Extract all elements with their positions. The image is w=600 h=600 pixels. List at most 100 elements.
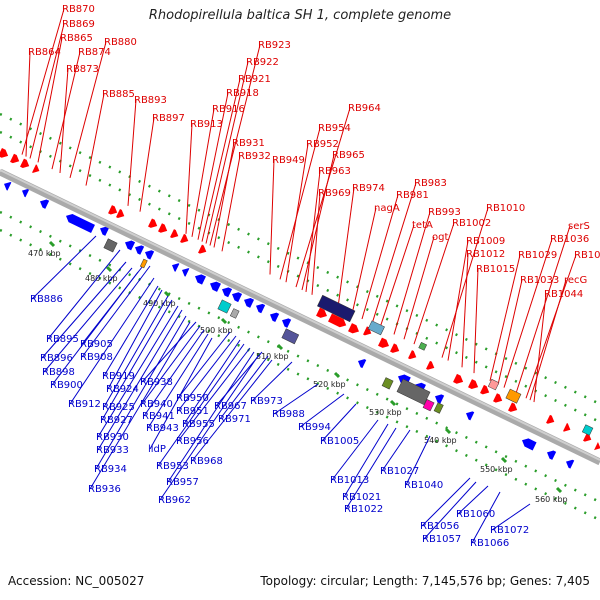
- leader-line: [273, 383, 319, 415]
- forward-gene-label: RB993: [428, 207, 461, 218]
- reverse-gene: [222, 287, 233, 298]
- forward-gene: [468, 379, 479, 389]
- leader-line: [441, 207, 489, 358]
- reverse-gene-label: RB1060: [456, 509, 495, 520]
- forward-gene: [180, 233, 189, 243]
- reverse-gene-label: RB940: [140, 399, 173, 410]
- reverse-gene-label: RB912: [68, 399, 101, 410]
- forward-gene-label: serS: [568, 221, 590, 232]
- scale-tick-label: 510 kbp: [256, 352, 289, 361]
- forward-gene-label: RB865: [60, 33, 93, 44]
- leader-line: [29, 23, 65, 159]
- reverse-gene: [172, 263, 180, 272]
- leader-line: [269, 159, 275, 275]
- leader-line: [251, 361, 293, 402]
- map-title: Rhodopirellula baltica SH 1, complete ge…: [148, 8, 452, 23]
- forward-gene-label: RB1029: [518, 250, 557, 261]
- reverse-gene: [232, 292, 243, 303]
- gene-labels-layer: RB870 RB869 RB865 RB864 RB874 RB873 RB880 RB885…: [28, 4, 600, 549]
- forward-gene-label: RB1044: [544, 289, 583, 300]
- leader-line: [191, 359, 273, 462]
- reverse-gene-label: RB1021: [342, 492, 381, 503]
- scale-tick-label: 540 kbp: [424, 436, 457, 445]
- feature-block: [418, 341, 428, 351]
- gene-tracks-layer: [0, 147, 600, 469]
- leader-line: [177, 331, 231, 399]
- leader-line: [157, 343, 245, 467]
- scale-tick-label: 560 kbp: [535, 495, 568, 504]
- scale-tick-label: 530 kbp: [369, 408, 402, 417]
- forward-gene: [348, 323, 360, 334]
- feature-block: [367, 320, 385, 336]
- reverse-gene-label: RB933: [96, 445, 129, 456]
- scale-tick-label: 550 kbp: [480, 465, 513, 474]
- accession-text: Accession: NC_005027: [8, 574, 145, 588]
- reverse-gene-label: RB941: [142, 411, 175, 422]
- reverse-gene-label: RB967: [214, 401, 247, 412]
- leader-line: [295, 107, 351, 288]
- reverse-gene-label: RB1066: [470, 538, 509, 549]
- reverse-gene-label: RB886: [30, 294, 63, 305]
- leader-line: [21, 8, 65, 155]
- leader-line: [107, 289, 163, 390]
- forward-gene-label: RB880: [104, 37, 137, 48]
- forward-gene: [378, 337, 390, 348]
- reverse-gene-label: RB951: [176, 406, 209, 417]
- forward-gene: [328, 313, 347, 328]
- reverse-gene-label: RB927: [100, 415, 133, 426]
- leader-line: [533, 293, 547, 403]
- leader-line: [343, 423, 389, 498]
- leader-line: [41, 261, 127, 359]
- reverse-gene-label: RB962: [158, 495, 191, 506]
- forward-gene-label: tetA: [412, 220, 433, 231]
- leader-line: [89, 321, 191, 490]
- reverse-gene: [210, 281, 221, 292]
- leader-line: [471, 491, 501, 544]
- reverse-gene-label: lldP: [148, 444, 166, 455]
- forward-gene: [10, 153, 20, 164]
- forward-gene: [493, 393, 503, 403]
- forward-gene: [563, 423, 571, 432]
- leader-lines-layer: [21, 8, 577, 544]
- feature-block: [396, 378, 431, 406]
- reverse-gene-label: RB968: [190, 456, 223, 467]
- leader-line: [159, 355, 259, 501]
- feature-block: [281, 328, 300, 345]
- reverse-gene-label: RB953: [156, 461, 189, 472]
- reverse-gene: [135, 245, 145, 255]
- forward-gene-label: RB916: [212, 104, 245, 115]
- track-guide-line: [0, 130, 600, 424]
- leader-line: [371, 182, 417, 324]
- forward-gene: [453, 373, 464, 384]
- forward-gene-label: RB893: [134, 95, 167, 106]
- leader-line: [201, 78, 241, 242]
- leader-line: [191, 108, 215, 237]
- reverse-gene-label: RB956: [176, 436, 209, 447]
- feature-block: [433, 402, 444, 414]
- reverse-gene: [40, 199, 50, 209]
- forward-gene-label: RB1002: [452, 218, 491, 229]
- leader-line: [473, 268, 479, 374]
- forward-gene: [408, 350, 417, 360]
- leader-line: [497, 279, 523, 385]
- feature-block: [422, 399, 435, 412]
- forward-gene: [170, 229, 179, 239]
- feature-block: [103, 238, 118, 253]
- reverse-gene-label: RB1013: [330, 475, 369, 486]
- leader-line: [413, 222, 455, 345]
- forward-gene-label: RB923: [258, 40, 291, 51]
- reverse-gene-label: RB934: [94, 464, 127, 475]
- reverse-gene: [270, 312, 280, 323]
- leader-line: [515, 225, 571, 394]
- forward-gene-label: RB952: [306, 139, 339, 150]
- leader-line: [381, 429, 411, 472]
- leader-line: [183, 339, 241, 425]
- leader-line: [185, 123, 193, 234]
- backbone-layer: [0, 168, 600, 466]
- reverse-gene-label: RB938: [140, 377, 173, 388]
- reverse-gene-label: RB900: [50, 380, 83, 391]
- reverse-gene-label: RB957: [166, 477, 199, 488]
- forward-gene-label: recG: [564, 275, 587, 286]
- leader-line: [379, 224, 415, 328]
